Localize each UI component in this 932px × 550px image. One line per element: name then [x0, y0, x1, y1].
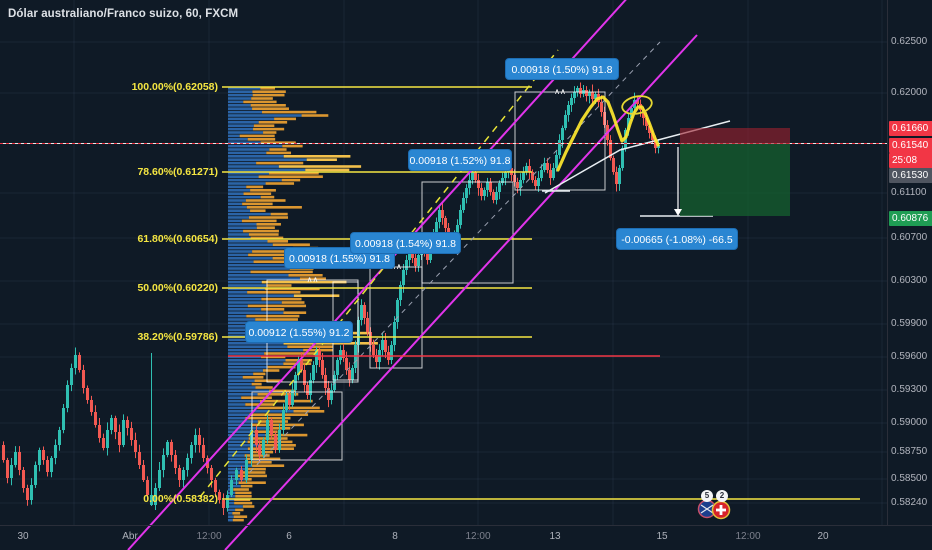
price-axis-tick: 0.59000 [891, 417, 928, 428]
measurement-label[interactable]: 0.00912 (1.55%) 91.2 [245, 321, 353, 343]
measurement-label[interactable]: 0.00918 (1.50%) 91.8 [505, 58, 619, 80]
short-position-tool [674, 128, 790, 216]
measurement-label[interactable]: 0.00918 (1.52%) 91.8 [408, 149, 512, 171]
time-axis-label: 12:00 [465, 531, 491, 542]
svg-text:∧∧: ∧∧ [554, 87, 566, 96]
stop-price-label: 0.61660 [889, 121, 932, 136]
time-axis-label: 12:00 [196, 531, 222, 542]
swiss-cross-h [716, 508, 726, 512]
time-axis-label: 6 [286, 531, 292, 542]
time-axis-label: 13 [549, 531, 561, 542]
price-axis-tick: 0.59600 [891, 351, 928, 362]
economic-event-markers[interactable]: 5 2 [694, 489, 738, 521]
fib-level-label[interactable]: 0.00%(0.58382) [143, 493, 218, 505]
price-axis-tick: 0.58240 [891, 497, 928, 508]
drawing-boxes: ∧∧ ∧∧ ∧∧ [251, 87, 606, 461]
australia-flag-cross [700, 504, 714, 514]
measurement-label[interactable]: 0.00918 (1.54%) 91.8 [350, 232, 461, 254]
time-axis-label: 12:00 [735, 531, 761, 542]
time-axis-label: 30 [17, 531, 29, 542]
price-axis-tick: 0.59900 [891, 318, 928, 329]
fib-level-label[interactable]: 100.00%(0.62058) [131, 81, 218, 93]
time-axis-label: 15 [656, 531, 668, 542]
price-axis-tick: 0.60700 [891, 232, 928, 243]
time-axis-label: Abr [122, 531, 138, 542]
event-count-left[interactable]: 5 [701, 490, 713, 502]
price-axis-tick: 0.58750 [891, 446, 928, 457]
price-axis-tick: 0.58500 [891, 473, 928, 484]
time-axis-separator [0, 525, 932, 526]
price-axis-separator [887, 0, 888, 525]
bar-countdown-label: 25:08 [889, 153, 932, 168]
last-price-label: 0.61540 [889, 138, 932, 153]
prev-close-label: 0.61530 [889, 168, 932, 183]
event-flags-canvas [697, 499, 731, 520]
price-axis-tick: 0.60300 [891, 275, 928, 286]
time-axis-label: 20 [817, 531, 829, 542]
highlight-drawings [556, 95, 660, 172]
price-axis-tick: 0.61100 [891, 187, 927, 198]
measurement-label[interactable]: -0.00665 (-1.08%) -66.5 [616, 228, 738, 250]
fib-level-label[interactable]: 38.20%(0.59786) [137, 331, 218, 343]
time-axis-label: 8 [392, 531, 398, 542]
svg-text:∧∧: ∧∧ [307, 275, 319, 284]
event-count-right[interactable]: 2 [716, 490, 728, 502]
candles-layer [2, 82, 660, 516]
svg-text:∧∧: ∧∧ [390, 262, 402, 271]
target-price-label: 0.60876 [889, 211, 932, 226]
fib-level-label[interactable]: 61.80%(0.60654) [137, 233, 218, 245]
price-axis-tick: 0.62000 [891, 87, 928, 98]
volume-profile-layer [228, 87, 378, 522]
chart-legend-symbol[interactable]: Dólar australiano/Franco suizo, 60, FXCM [8, 8, 239, 20]
price-axis-tick: 0.59300 [891, 384, 928, 395]
fib-level-label[interactable]: 78.60%(0.61271) [137, 166, 218, 178]
fib-level-label[interactable]: 50.00%(0.60220) [137, 282, 218, 294]
price-axis-tick: 0.62500 [891, 36, 928, 47]
trend-lines [127, 0, 731, 550]
grid-lines [0, 0, 887, 525]
